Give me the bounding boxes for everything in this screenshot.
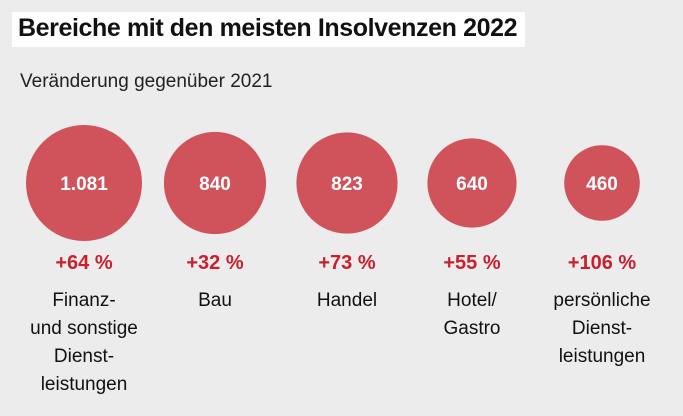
category-label-4-line-0: persönliche xyxy=(553,290,650,311)
chart-subtitle: Veränderung gegenüber 2021 xyxy=(20,71,273,92)
category-label-3-line-0: Hotel/ xyxy=(447,290,497,311)
chart-title: Bereiche mit den meisten Insolvenzen 202… xyxy=(18,14,518,42)
category-label-1-line-0: Bau xyxy=(198,290,232,311)
change-label-4: +106 % xyxy=(568,252,637,274)
category-label-4-line-2: leistungen xyxy=(559,346,646,367)
bubble-2 xyxy=(296,132,398,234)
bubble-value-3: 640 xyxy=(456,174,488,195)
category-label-4-line-1: Dienst- xyxy=(572,318,632,339)
category-label-0-line-2: Dienst- xyxy=(54,346,114,367)
bubble-value-0: 1.081 xyxy=(60,174,108,195)
change-label-0: +64 % xyxy=(55,252,112,274)
category-label-2-line-0: Handel xyxy=(317,290,377,311)
category-label-0-line-0: Finanz- xyxy=(52,290,115,311)
bubble-1 xyxy=(163,131,267,235)
category-label-3-line-1: Gastro xyxy=(443,318,500,339)
bubble-value-1: 840 xyxy=(199,174,231,195)
bubble-3 xyxy=(427,138,517,228)
category-label-0-line-3: leistungen xyxy=(41,374,128,395)
bubble-0 xyxy=(26,125,142,241)
bubble-value-4: 460 xyxy=(586,174,618,195)
bubble-value-2: 823 xyxy=(331,174,363,195)
title-box: Bereiche mit den meisten Insolvenzen 202… xyxy=(12,12,526,47)
category-label-0-line-1: und sonstige xyxy=(30,318,138,339)
bubble-4 xyxy=(564,145,640,221)
change-label-2: +73 % xyxy=(318,252,375,274)
change-label-3: +55 % xyxy=(443,252,500,274)
change-label-1: +32 % xyxy=(186,252,243,274)
